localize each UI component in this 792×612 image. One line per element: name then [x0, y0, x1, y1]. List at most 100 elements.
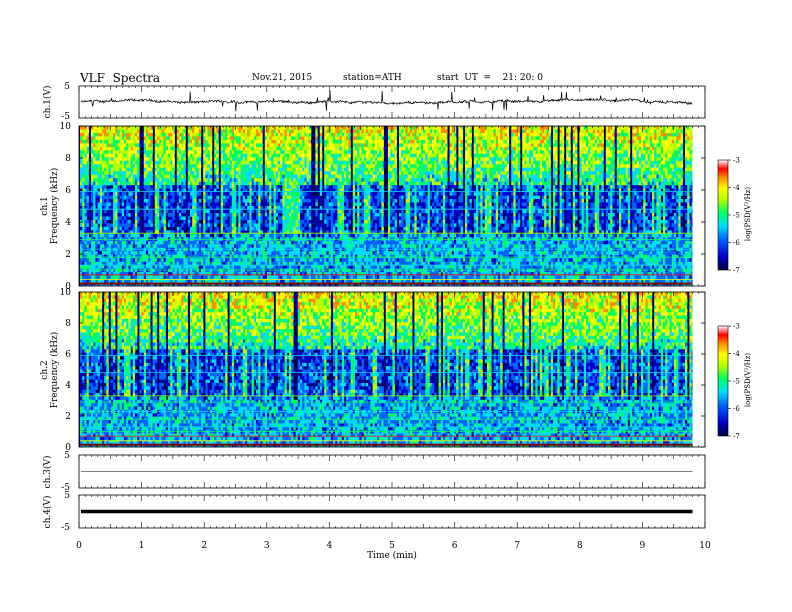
spectrogram-cell — [260, 233, 263, 238]
spectrogram-cell — [273, 178, 277, 182]
spectrogram-cell — [119, 167, 123, 172]
spectrogram-cell — [139, 275, 142, 280]
spectrogram-cell — [282, 213, 285, 217]
spectrogram-cell — [218, 279, 222, 283]
spectrogram-cell — [295, 258, 299, 262]
spectrogram-cell — [267, 136, 270, 141]
spectrogram-cell — [110, 181, 114, 186]
spectrogram-cell — [269, 178, 272, 182]
spectrogram-cell — [275, 178, 279, 182]
spectrogram-cell — [84, 174, 87, 179]
spectrogram-cell — [300, 272, 303, 276]
spectrogram-cell — [231, 219, 235, 224]
spectrogram-cell — [170, 223, 173, 228]
spectrogram-cell — [132, 164, 136, 169]
spectrogram-cell — [264, 226, 268, 231]
spectrogram-cell — [256, 244, 259, 249]
spectrogram-cell — [141, 254, 145, 259]
spectrogram-cell — [104, 146, 107, 151]
spectrogram-cell — [93, 188, 96, 193]
spectrogram-cell — [284, 240, 288, 245]
spectrogram-cell — [256, 171, 259, 175]
spectrogram-cell — [223, 265, 226, 269]
spectrogram-cell — [165, 272, 169, 276]
spectrogram-cell — [190, 146, 193, 151]
spectrogram-cell — [205, 174, 208, 179]
spectrogram-cell — [260, 230, 263, 235]
spectrogram-cell — [218, 226, 222, 231]
spectrogram-cell — [135, 164, 138, 169]
spectrogram-cell — [121, 181, 125, 186]
spectrogram-cell — [293, 254, 296, 259]
spectrogram-cell — [304, 167, 307, 172]
spectrogram-cell — [300, 185, 303, 189]
spectrogram-cell — [132, 192, 136, 196]
spectrogram-cell — [273, 126, 277, 130]
spectrogram-cell — [159, 209, 162, 214]
spectrogram-cell — [176, 133, 180, 137]
spectrogram-cell — [154, 195, 158, 200]
spectrogram-cell — [135, 126, 138, 130]
spectrogram-cell — [176, 251, 180, 255]
spectrogram-cell — [269, 237, 272, 242]
spectrogram-cell — [192, 206, 195, 210]
spectrogram-cell — [238, 167, 241, 172]
spectrogram-cell — [154, 213, 158, 217]
spectrogram-cell — [148, 136, 151, 141]
spectrogram-cell — [161, 181, 164, 186]
spectrogram-cell — [104, 216, 107, 221]
spectrogram-cell — [216, 199, 219, 203]
spectrogram-cell — [225, 275, 228, 280]
spectrogram-cell — [282, 275, 285, 280]
spectrogram-cell — [205, 136, 208, 141]
spectrogram-cell — [286, 202, 290, 207]
spectrogram-cell — [126, 195, 129, 200]
spectrogram-cell — [139, 237, 142, 242]
spectrogram-cell — [262, 223, 266, 228]
spectrogram-cell — [302, 174, 305, 179]
spectrogram-cell — [207, 219, 211, 224]
spectrogram-cell — [198, 192, 202, 196]
spectrogram-cell — [234, 129, 237, 134]
spectrogram-cell — [124, 272, 127, 276]
spectrogram-cell — [227, 195, 230, 200]
spectrogram-cell — [229, 174, 233, 179]
spectrogram-cell — [205, 233, 208, 238]
spectrogram-cell — [275, 219, 279, 224]
spectrogram-cell — [194, 258, 197, 262]
spectrogram-cell — [247, 185, 250, 189]
spectrogram-cell — [209, 146, 213, 151]
spectrogram-cell — [102, 216, 105, 221]
spectrogram-cell — [139, 185, 142, 189]
spectrogram-cell — [143, 126, 147, 130]
spectrogram-cell — [258, 146, 261, 151]
spectrogram-cell — [234, 237, 237, 242]
spectrogram-cell — [284, 272, 288, 276]
spectrogram-cell — [130, 178, 134, 182]
spectrogram-cell — [194, 209, 197, 214]
spectrogram-cell — [194, 202, 197, 207]
spectrogram-cell — [315, 133, 318, 137]
spectrogram-cell — [249, 174, 252, 179]
spectrogram-cell — [130, 171, 134, 175]
spectrogram-cell — [267, 213, 270, 217]
spectrogram-cell — [108, 226, 112, 231]
spectrogram-cell — [330, 188, 334, 193]
spectrogram-cell — [293, 226, 296, 231]
spectrogram-cell — [335, 146, 338, 151]
spectrogram-cell — [165, 240, 169, 245]
spectrogram-cell — [135, 268, 138, 273]
spectrogram-cell — [242, 254, 246, 259]
spectrogram-cell — [80, 279, 83, 283]
spectrogram-cell — [91, 167, 94, 172]
spectrogram-cell — [242, 167, 246, 172]
spectrogram-cell — [95, 244, 98, 249]
spectrogram-cell — [238, 237, 241, 242]
spectrogram-cell — [262, 171, 266, 175]
spectrogram-cell — [328, 233, 332, 238]
spectrogram-cell — [209, 129, 213, 134]
spectrogram-cell — [330, 261, 334, 266]
spectrogram-cell — [126, 136, 129, 141]
spectrogram-cell — [319, 244, 323, 249]
spectrogram-cell — [97, 195, 101, 200]
